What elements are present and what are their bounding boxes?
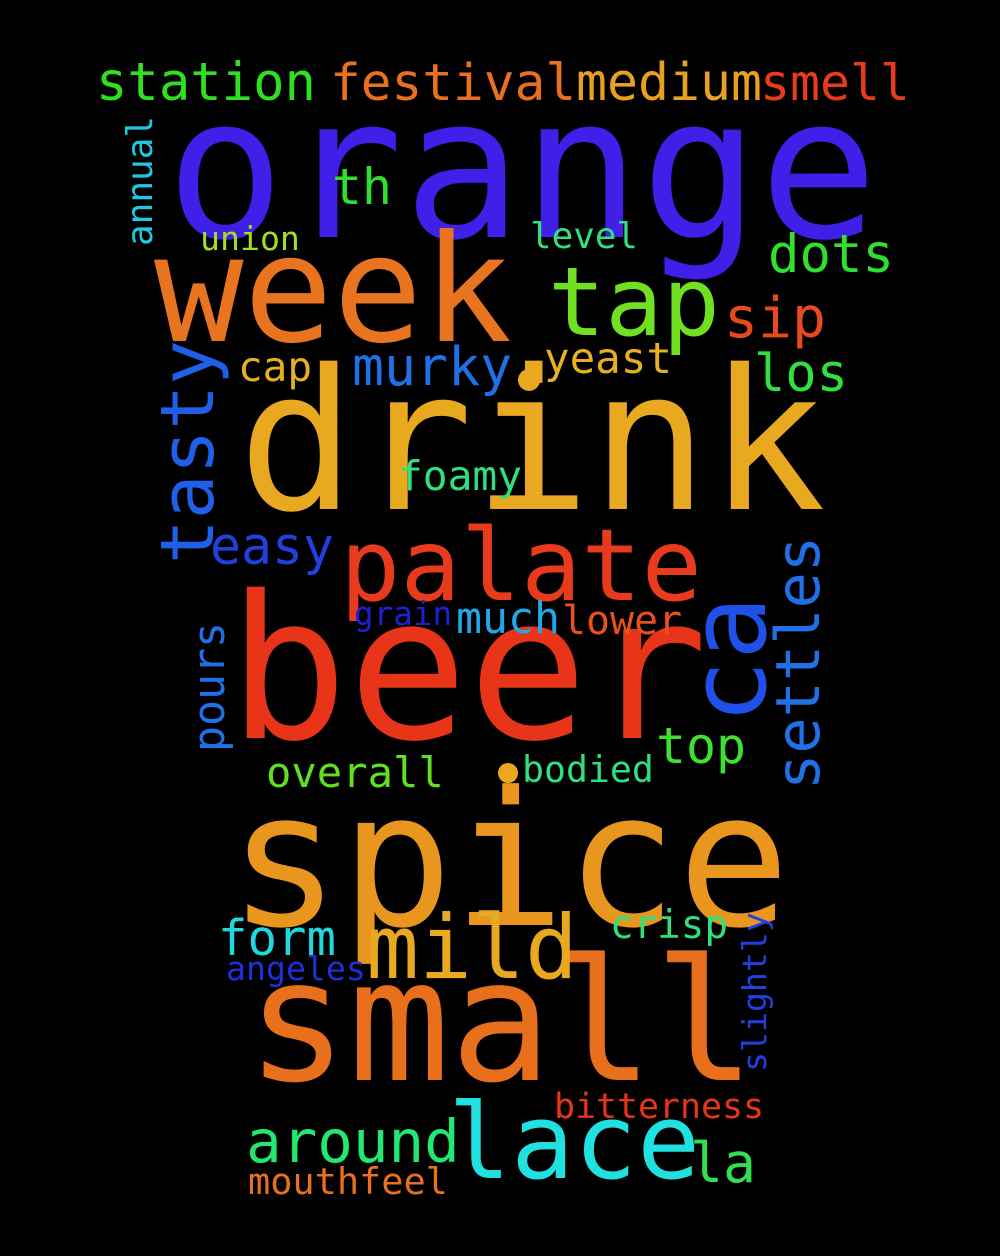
word-tap: tap: [548, 247, 720, 358]
word-much: much: [456, 594, 561, 645]
word-lower: lower: [562, 598, 683, 645]
word-angeles: angeles: [226, 948, 366, 988]
word-pours: pours: [184, 621, 235, 752]
word-mouthfeel: mouthfeel: [248, 1159, 448, 1203]
word-week: week: [154, 204, 513, 378]
word-th: th: [332, 157, 392, 216]
word-overall: overall: [266, 747, 444, 797]
word-small: small: [246, 922, 756, 1120]
word-yeast: yeast: [544, 334, 672, 384]
word-medium: medium: [576, 52, 763, 113]
word-dots: dots: [768, 224, 894, 286]
dot-mark: [498, 763, 518, 783]
word-bodied: bodied: [522, 747, 654, 791]
word-foamy: foamy: [398, 452, 522, 501]
word-station: station: [96, 53, 316, 114]
word-level: level: [530, 216, 639, 258]
word-annual: annual: [119, 115, 161, 246]
word-crisp: crisp: [610, 903, 728, 949]
word-orange: orange: [166, 55, 878, 285]
word-top: top: [656, 716, 746, 775]
word-slightly: slightly: [735, 912, 774, 1072]
word-la: la: [690, 1130, 756, 1195]
word-los: los: [754, 344, 848, 405]
word-grain: grain: [354, 595, 453, 634]
word-cap: cap: [238, 342, 313, 391]
word-form: form: [218, 910, 337, 967]
word-bitterness: bitterness: [554, 1086, 765, 1127]
word-palate: palate: [340, 506, 702, 624]
word-around: around: [246, 1107, 460, 1177]
word-lace: lace: [448, 1081, 701, 1204]
dot-mark: [518, 369, 540, 391]
word-beer: beer: [228, 554, 708, 787]
word-festival: festival: [330, 53, 577, 113]
word-easy: easy: [210, 516, 335, 577]
word-murky: murky: [352, 335, 513, 398]
word-union: union: [200, 218, 300, 258]
word-settles: settles: [763, 535, 834, 790]
word-mild: mild: [366, 895, 578, 999]
word-smell: smell: [760, 53, 910, 112]
word-sip: sip: [724, 285, 827, 351]
word-spice: spice: [228, 753, 790, 971]
